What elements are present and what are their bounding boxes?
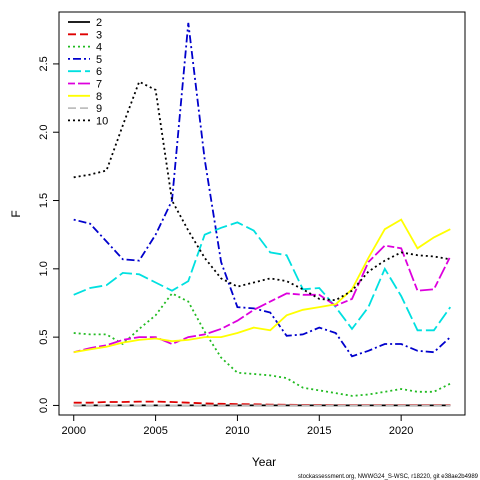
y-tick-label: 2.0 [38, 125, 50, 140]
x-tick-label: 2015 [307, 425, 331, 437]
x-axis-title: Year [252, 455, 276, 469]
y-tick-label: 2.5 [38, 56, 50, 71]
y-tick-label: 0.5 [38, 329, 50, 344]
series-layer [73, 22, 452, 407]
legend-label-6: 6 [96, 66, 102, 78]
y-axis: 0.0 0.5 1.0 1.5 2.0 2.5 [38, 56, 59, 413]
y-tick-label: 1.5 [38, 193, 50, 208]
x-tick-label: 2005 [143, 425, 167, 437]
series-line-4 [73, 292, 451, 397]
x-tick-label: 2000 [61, 425, 85, 437]
credit-text: stockassessment.org, NWWG24_S-WSC, r1822… [298, 474, 479, 480]
legend-label-10: 10 [96, 115, 108, 127]
series-line-8 [73, 218, 451, 354]
legend-label-2: 2 [96, 17, 102, 29]
legend-label-4: 4 [96, 42, 102, 54]
y-tick-label: 1.0 [38, 261, 50, 276]
y-tick-label: 0.0 [38, 398, 50, 413]
series-line-7 [73, 244, 452, 354]
series-line-10 [73, 80, 451, 302]
series-line-3 [73, 400, 451, 406]
x-tick-label: 2020 [389, 425, 413, 437]
x-tick-label: 2010 [225, 425, 249, 437]
legend-label-3: 3 [96, 29, 102, 41]
legend-label-5: 5 [96, 54, 102, 66]
legend-label-7: 7 [96, 79, 102, 91]
y-axis-title: F [9, 210, 23, 217]
legend-label-8: 8 [96, 91, 102, 103]
x-axis: 2000 2005 2010 2015 2020 [61, 415, 413, 437]
plot-frame [58, 11, 466, 416]
legend-label-9: 9 [96, 103, 102, 115]
series-line-6 [73, 221, 452, 332]
